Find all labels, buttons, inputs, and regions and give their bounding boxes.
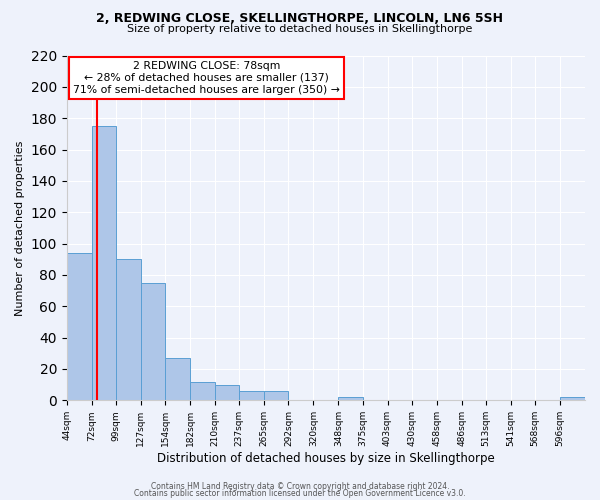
- Bar: [239, 391, 264, 400]
- Text: Size of property relative to detached houses in Skellingthorpe: Size of property relative to detached ho…: [127, 24, 473, 34]
- Y-axis label: Number of detached properties: Number of detached properties: [15, 140, 25, 316]
- Bar: [141, 283, 165, 401]
- Bar: [338, 397, 362, 400]
- Bar: [116, 260, 141, 400]
- Text: Contains public sector information licensed under the Open Government Licence v3: Contains public sector information licen…: [134, 490, 466, 498]
- Bar: [264, 391, 289, 400]
- Text: 2 REDWING CLOSE: 78sqm
← 28% of detached houses are smaller (137)
71% of semi-de: 2 REDWING CLOSE: 78sqm ← 28% of detached…: [73, 62, 340, 94]
- Text: 2, REDWING CLOSE, SKELLINGTHORPE, LINCOLN, LN6 5SH: 2, REDWING CLOSE, SKELLINGTHORPE, LINCOL…: [97, 12, 503, 26]
- Bar: [92, 126, 116, 400]
- Bar: [560, 397, 585, 400]
- X-axis label: Distribution of detached houses by size in Skellingthorpe: Distribution of detached houses by size …: [157, 452, 495, 465]
- Bar: [190, 382, 215, 400]
- Bar: [165, 358, 190, 401]
- Text: Contains HM Land Registry data © Crown copyright and database right 2024.: Contains HM Land Registry data © Crown c…: [151, 482, 449, 491]
- Bar: [215, 384, 239, 400]
- Bar: [67, 253, 92, 400]
